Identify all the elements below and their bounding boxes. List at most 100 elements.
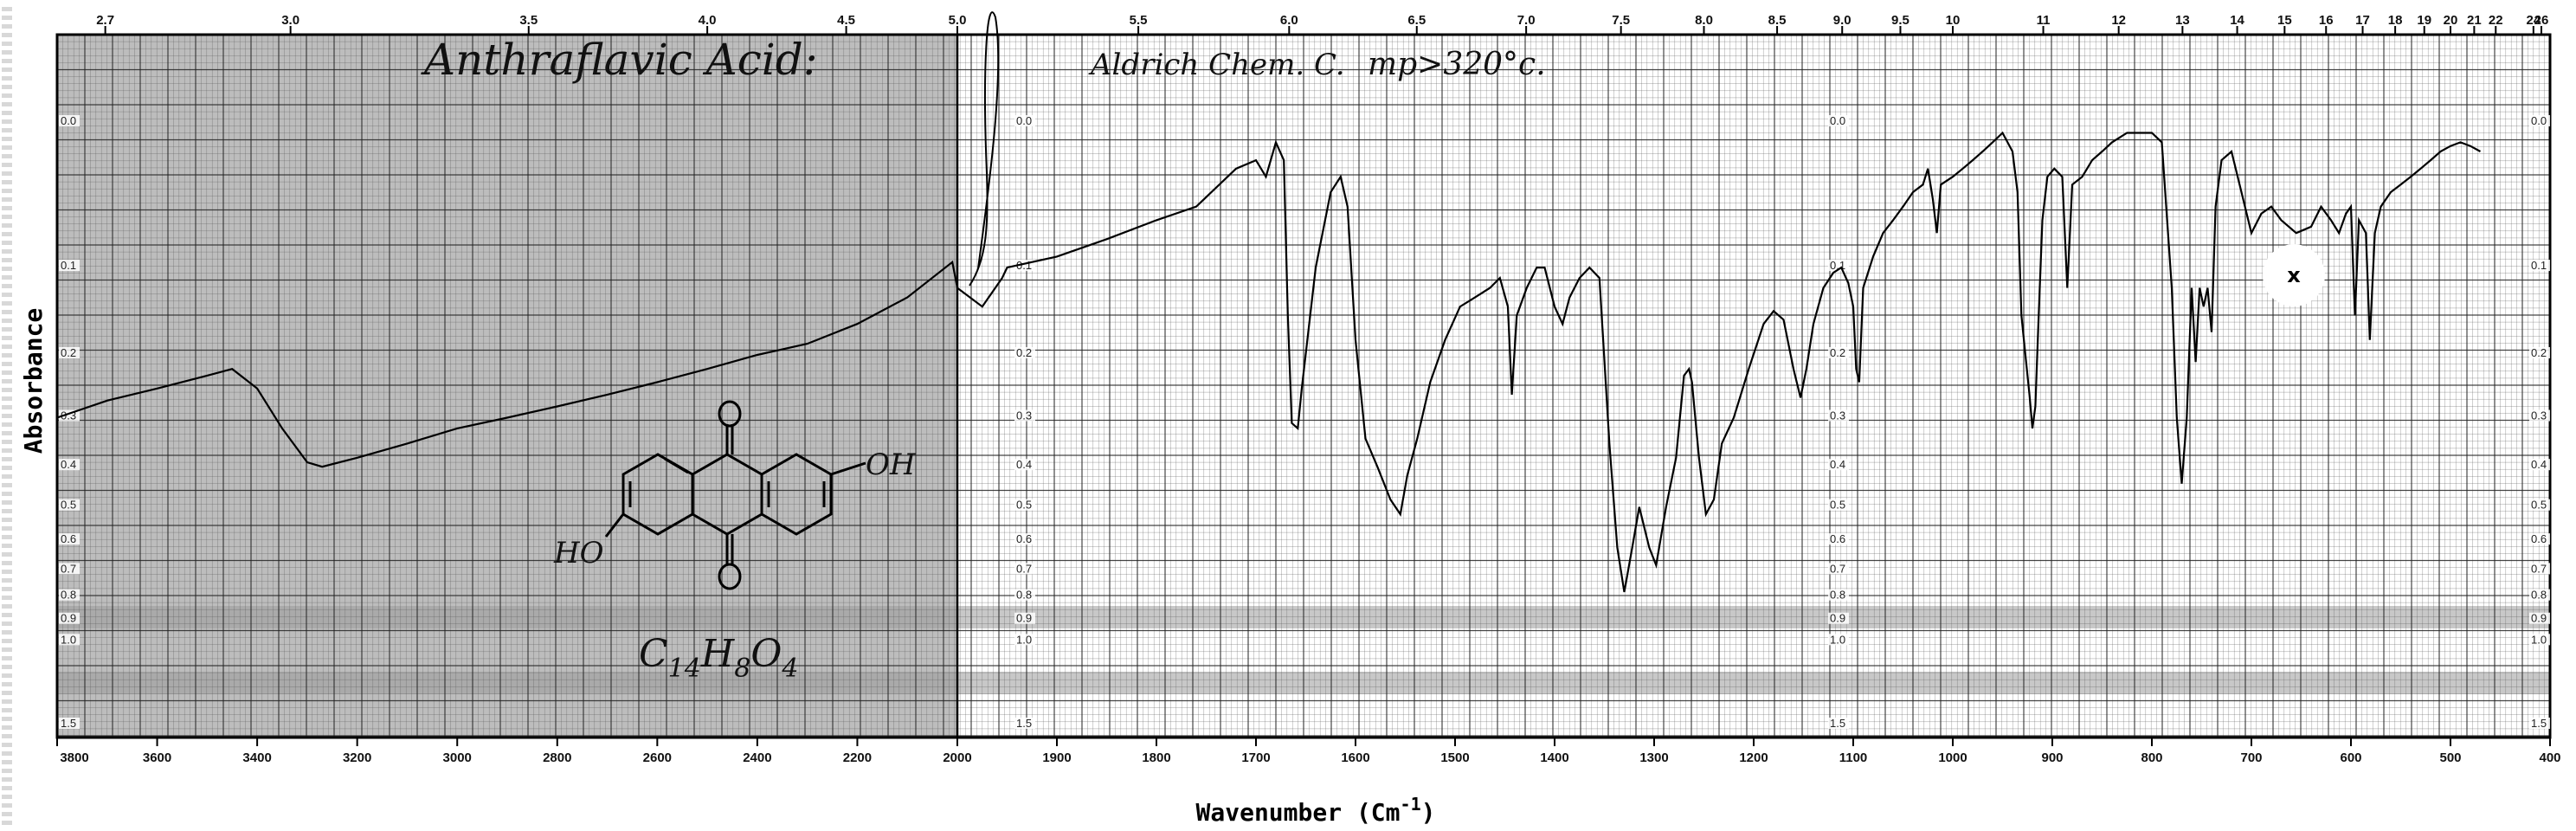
abs-tick-bg bbox=[1828, 589, 1849, 601]
top-tick-label: 13 bbox=[2175, 13, 2190, 28]
perforation bbox=[2, 111, 12, 115]
top-tick-label: 6.5 bbox=[1407, 13, 1426, 28]
perforation bbox=[2, 613, 12, 617]
formula-c-sub: 14 bbox=[668, 654, 701, 684]
perforation bbox=[2, 128, 12, 132]
abs-tick-bg bbox=[1828, 346, 1849, 358]
perforation bbox=[2, 509, 12, 513]
melting-point-note: mp>320°c. bbox=[1368, 47, 1546, 82]
perforation bbox=[2, 267, 12, 271]
absorbance-tick-label: 0.9 bbox=[1016, 612, 1032, 625]
top-tick-label: 2.7 bbox=[96, 13, 114, 28]
perforation bbox=[2, 362, 12, 366]
x-axis-label-sup: -1 bbox=[1401, 794, 1421, 815]
absorbance-tick-label: 0.0 bbox=[61, 114, 76, 127]
perforation bbox=[2, 345, 12, 349]
abs-tick-bg bbox=[1828, 634, 1849, 646]
absorbance-tick-label: 0.5 bbox=[1830, 499, 1845, 512]
bottom-tick-label: 1100 bbox=[1839, 750, 1868, 765]
perforation bbox=[2, 206, 12, 210]
bottom-tick-label: 600 bbox=[2340, 750, 2361, 765]
perforation bbox=[2, 284, 12, 288]
abs-tick-bg bbox=[2529, 459, 2550, 471]
molecular-formula: C14H8O4 bbox=[639, 632, 799, 684]
perforation bbox=[2, 33, 12, 37]
top-tick-label: 20 bbox=[2444, 13, 2458, 28]
perforation bbox=[2, 275, 12, 280]
stamp-mark: x bbox=[2287, 263, 2301, 287]
top-tick-label: 8.0 bbox=[1695, 13, 1713, 28]
top-tick-label: 5.0 bbox=[949, 13, 967, 28]
x-axis-label: Wavenumber (Cm-1) bbox=[1196, 794, 1436, 827]
perforation bbox=[2, 457, 12, 461]
bottom-tick-label: 3400 bbox=[242, 750, 271, 765]
absorbance-tick-label: 0.9 bbox=[2531, 612, 2547, 625]
perforation bbox=[2, 466, 12, 470]
perforation bbox=[2, 327, 12, 332]
absorbance-tick-label: 0.3 bbox=[1830, 409, 1845, 422]
perforation bbox=[2, 388, 12, 392]
abs-tick-bg bbox=[1014, 533, 1035, 545]
abs-tick-bg bbox=[1828, 533, 1849, 545]
formula-o-sub: 4 bbox=[781, 654, 798, 684]
perforation bbox=[2, 42, 12, 46]
absorbance-tick-label: 0.4 bbox=[61, 458, 76, 471]
bottom-tick-label: 3200 bbox=[343, 750, 371, 765]
absorbance-tick-label: 0.8 bbox=[61, 589, 76, 602]
abs-tick-bg bbox=[2529, 346, 2550, 358]
bottom-tick-label: 3600 bbox=[143, 750, 171, 765]
absorbance-tick-label: 0.4 bbox=[2531, 458, 2547, 471]
abs-tick-bg bbox=[59, 260, 80, 272]
bottom-tick-label: 1900 bbox=[1042, 750, 1071, 765]
abs-tick-bg bbox=[2529, 533, 2550, 545]
perforation bbox=[2, 24, 12, 29]
abs-tick-bg bbox=[1014, 563, 1035, 575]
bottom-tick-label: 1300 bbox=[1639, 750, 1668, 765]
major-grid bbox=[56, 34, 2551, 738]
abs-tick-bg bbox=[59, 459, 80, 471]
bottom-tick-label: 2600 bbox=[643, 750, 672, 765]
perforation bbox=[2, 301, 12, 306]
top-tick-label: 9.0 bbox=[1833, 13, 1852, 28]
perforation bbox=[2, 440, 12, 444]
abs-tick-bg bbox=[59, 589, 80, 601]
perforation bbox=[2, 319, 12, 323]
top-tick-label: 4.0 bbox=[699, 13, 717, 28]
perforation bbox=[2, 708, 12, 712]
perforation bbox=[2, 414, 12, 418]
top-tick-label: 22 bbox=[2489, 13, 2503, 28]
abs-tick-bg bbox=[2529, 499, 2550, 511]
bottom-tick-label: 700 bbox=[2240, 750, 2262, 765]
stamp-circle bbox=[2263, 244, 2325, 306]
perforation bbox=[2, 396, 12, 401]
absorbance-tick-label: 0.6 bbox=[1016, 532, 1032, 545]
bottom-tick-label: 1500 bbox=[1440, 750, 1469, 765]
perforation bbox=[2, 639, 12, 643]
perforation bbox=[2, 786, 12, 790]
abs-tick-bg bbox=[1014, 612, 1035, 624]
abs-tick-bg bbox=[2529, 563, 2550, 575]
bottom-tick-label: 1700 bbox=[1241, 750, 1270, 765]
molecule-structure bbox=[604, 400, 866, 590]
spectrum-line bbox=[56, 131, 2482, 593]
abs-tick-bg bbox=[1828, 115, 1849, 126]
perforation bbox=[2, 68, 12, 72]
perforation bbox=[2, 665, 12, 669]
top-tick-label: 7.5 bbox=[1612, 13, 1630, 28]
perforation bbox=[2, 578, 12, 583]
abs-tick-bg bbox=[1828, 563, 1849, 575]
perforation bbox=[2, 197, 12, 202]
perforation bbox=[2, 656, 12, 660]
abs-tick-bg bbox=[1014, 589, 1035, 601]
perforation bbox=[2, 760, 12, 764]
top-tick-label: 26 bbox=[2534, 13, 2549, 28]
absorbance-tick-label: 0.2 bbox=[1016, 346, 1032, 359]
absorbance-tick-label: 0.6 bbox=[61, 532, 76, 545]
perforation bbox=[2, 223, 12, 228]
abs-tick-bg bbox=[2529, 718, 2550, 729]
top-tick-label: 12 bbox=[2111, 13, 2126, 28]
perforation bbox=[2, 189, 12, 193]
bottom-tick-label: 3000 bbox=[443, 750, 472, 765]
bottom-tick-label: 1400 bbox=[1540, 750, 1568, 765]
top-tick-label: 3.0 bbox=[281, 13, 299, 28]
